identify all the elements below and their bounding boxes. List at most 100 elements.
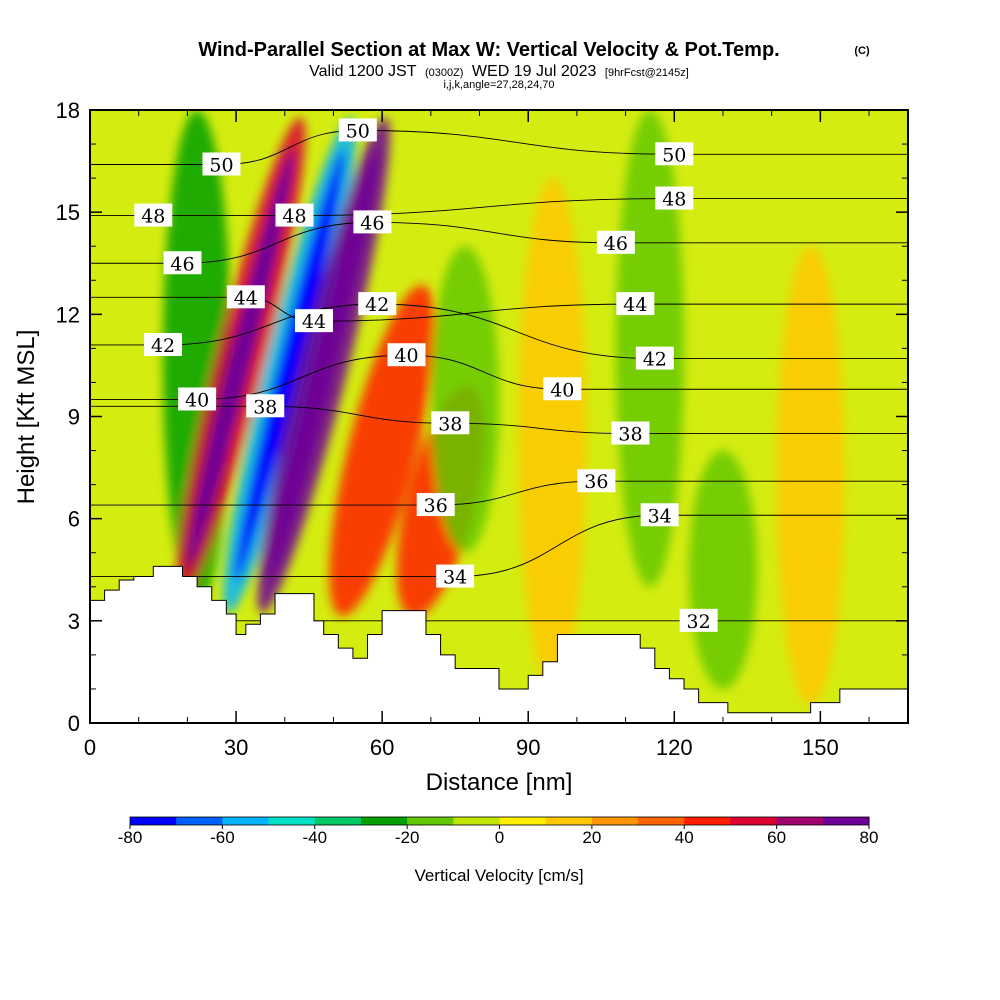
colorbar-tick-label: -80 xyxy=(118,828,143,847)
contour-label-text: 48 xyxy=(141,206,165,228)
contour-label-text: 38 xyxy=(618,424,642,446)
colorbar-swatch xyxy=(130,817,177,825)
contour-label-42: 42 xyxy=(144,332,183,357)
colorbar-tick-label: 60 xyxy=(767,828,786,847)
x-axis-label: Distance [nm] xyxy=(426,769,573,796)
plot-area: 50 50 50 48 48 48 46 46 46 44 44 44 42 42 42 40 40 40 38 38… xyxy=(90,110,908,723)
contour-label-text: 44 xyxy=(302,311,326,333)
contour-label-38: 38 xyxy=(246,394,285,418)
contour-label-text: 46 xyxy=(604,233,628,255)
y-tick-label: 15 xyxy=(56,200,80,225)
y-tick-label: 12 xyxy=(56,302,80,327)
contour-label-34: 34 xyxy=(436,564,475,589)
contour-label-text: 50 xyxy=(346,120,370,142)
contour-label-text: 40 xyxy=(550,379,574,401)
x-tick-label: 60 xyxy=(370,735,394,760)
colorbar-tick-label: -40 xyxy=(302,828,327,847)
x-tick-label: 0 xyxy=(84,735,96,760)
contour-label-34: 34 xyxy=(640,503,679,527)
contour-label-text: 42 xyxy=(643,349,667,371)
y-axis-label: Height [Kft MSL] xyxy=(13,330,40,505)
chart-title: Wind-Parallel Section at Max W: Vertical… xyxy=(198,39,779,61)
contour-label-text: 48 xyxy=(662,189,686,211)
colorbar: -80 -60 -40 -20 0 20 40 60 80 xyxy=(118,816,879,847)
colorbar-swatch xyxy=(453,817,500,825)
y-tick-label: 6 xyxy=(68,507,80,532)
contour-label-text: 40 xyxy=(394,345,418,367)
colorbar-swatch xyxy=(822,817,870,825)
colorbar-swatch xyxy=(776,817,824,825)
contour-label-40: 40 xyxy=(178,387,217,411)
contour-label-text: 32 xyxy=(687,611,711,633)
contour-label-48: 48 xyxy=(655,186,694,211)
velocity-band-5 xyxy=(329,285,435,616)
contour-label-38: 38 xyxy=(431,411,470,435)
contour-label-text: 34 xyxy=(648,505,672,527)
theta-contour-50 xyxy=(90,129,908,165)
velocity-band-10 xyxy=(688,450,758,689)
colorbar-swatch xyxy=(591,817,639,825)
contour-label-50: 50 xyxy=(338,118,377,142)
colorbar-swatch xyxy=(499,817,547,825)
contour-label-40: 40 xyxy=(543,377,582,401)
velocity-core-2 xyxy=(187,148,294,566)
contour-label-text: 38 xyxy=(438,413,462,435)
contour-label-42: 42 xyxy=(635,346,674,371)
colorbar-swatch xyxy=(222,817,270,825)
colorbar-tick-label: 40 xyxy=(675,828,694,847)
contour-label-32: 32 xyxy=(679,608,718,633)
theta-contour-36 xyxy=(90,480,908,506)
contour-label-50: 50 xyxy=(202,152,241,176)
contour-label-38: 38 xyxy=(611,421,650,446)
contour-label-46: 46 xyxy=(596,230,635,255)
colorbar-label: Vertical Velocity [cm/s] xyxy=(414,866,583,885)
colorbar-tick-label: 0 xyxy=(495,828,504,847)
contour-label-text: 34 xyxy=(443,567,467,589)
velocity-band-7 xyxy=(430,246,499,553)
y-tick-label: 18 xyxy=(56,98,80,123)
contour-label-text: 46 xyxy=(170,253,194,275)
colorbar-swatch xyxy=(268,817,316,825)
contour-label-text: 50 xyxy=(209,154,233,176)
contour-label-text: 50 xyxy=(662,144,686,166)
colorbar-swatch xyxy=(176,817,223,825)
contour-label-40: 40 xyxy=(387,343,426,367)
velocity-core-4 xyxy=(268,149,379,581)
contour-label-50: 50 xyxy=(655,142,694,166)
contour-label-text: 48 xyxy=(282,206,306,228)
contour-labels: 50 50 50 48 48 48 46 46 46 44 44 44 42 42 42 40 40 40 38 38… xyxy=(134,118,718,633)
contour-label-44: 44 xyxy=(226,285,265,309)
theta-contour-44 xyxy=(90,296,908,322)
contour-label-text: 42 xyxy=(151,335,175,357)
x-tick-label: 30 xyxy=(224,735,248,760)
velocity-band-11 xyxy=(776,246,845,706)
contour-label-44: 44 xyxy=(616,292,655,316)
contour-label-text: 44 xyxy=(623,294,647,316)
velocity-core-3 xyxy=(234,149,345,581)
x-tick-label: 150 xyxy=(802,735,839,760)
contour-label-text: 42 xyxy=(365,294,389,316)
valid-time-utc: (0300Z) xyxy=(425,67,464,79)
theta-contour-34 xyxy=(90,514,908,578)
title-copyright-mark: (C) xyxy=(854,45,870,57)
contour-label-text: 36 xyxy=(424,495,448,517)
x-tick-label: 90 xyxy=(516,735,540,760)
vertical-velocity-field xyxy=(163,110,845,706)
y-tick-label: 0 xyxy=(68,711,80,736)
x-tick-label: 120 xyxy=(656,735,693,760)
contour-label-42: 42 xyxy=(358,292,397,316)
grid-indices: i,j,k,angle=27,28,24,70 xyxy=(443,79,554,91)
colorbar-tick-label: -60 xyxy=(210,828,235,847)
contour-label-46: 46 xyxy=(163,251,202,275)
contour-label-text: 46 xyxy=(360,212,384,234)
valid-time-local: Valid 1200 JST xyxy=(309,63,417,80)
contour-label-44: 44 xyxy=(294,309,333,333)
colorbar-swatch xyxy=(730,817,778,825)
colorbar-tick-label: 80 xyxy=(860,828,879,847)
colorbar-swatch xyxy=(684,817,731,825)
contour-label-text: 38 xyxy=(253,396,277,418)
valid-time-line: Valid 1200 JST (0300Z) WED 19 Jul 2023 [… xyxy=(309,63,689,80)
contour-label-text: 40 xyxy=(185,389,209,411)
forecast-info: [9hrFcst@2145z] xyxy=(605,67,689,79)
